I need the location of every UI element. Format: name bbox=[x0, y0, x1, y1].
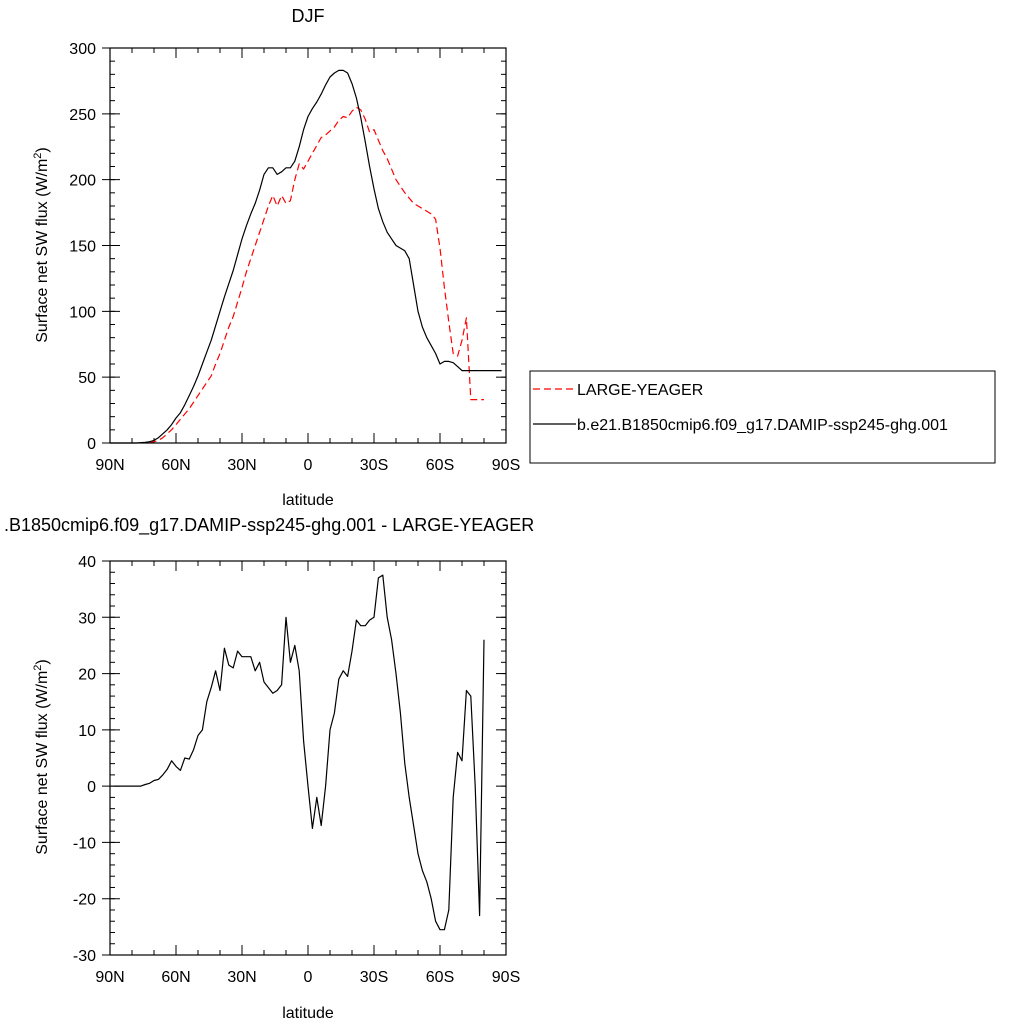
top-series-line-2 bbox=[110, 69, 502, 444]
top-y-tick-label: 250 bbox=[69, 107, 96, 124]
bottom-chart-title: .B1850cmip6.f09_g17.DAMIP-ssp245-ghg.001… bbox=[4, 515, 534, 536]
top-chart-ylabel: Surface net SW flux (W/m2) bbox=[32, 147, 51, 343]
legend-label-large-yeager: LARGE-YEAGER bbox=[577, 382, 703, 399]
bottom-y-tick-label: 20 bbox=[78, 667, 96, 684]
top-chart-title: DJF bbox=[292, 6, 325, 26]
bottom-y-tick-label: -10 bbox=[73, 835, 96, 852]
bottom-x-tick-label: 90S bbox=[492, 969, 520, 986]
top-x-tick-label: 30N bbox=[227, 457, 256, 474]
top-y-tick-label: 150 bbox=[69, 239, 96, 256]
legend-label-damip: b.e21.B1850cmip6.f09_g17.DAMIP-ssp245-gh… bbox=[577, 417, 948, 434]
top-x-tick-label: 60S bbox=[426, 457, 454, 474]
bottom-chart-ylabel: Surface net SW flux (W/m2) bbox=[32, 659, 51, 855]
bottom-y-tick-label: -20 bbox=[73, 892, 96, 909]
bottom-x-tick-label: 60S bbox=[426, 969, 454, 986]
bottom-y-tick-label: 10 bbox=[78, 723, 96, 740]
bottom-chart-xlabel: latitude bbox=[282, 1005, 334, 1022]
bottom-plot-frame bbox=[109, 560, 507, 956]
bottom-x-tick-label: 0 bbox=[304, 969, 313, 986]
bottom-chart-panel: .B1850cmip6.f09_g17.DAMIP-ssp245-ghg.001… bbox=[4, 515, 534, 1022]
top-y-tick-label: 300 bbox=[69, 41, 96, 58]
top-x-tick-label: 30S bbox=[360, 457, 388, 474]
bottom-x-tick-label: 30S bbox=[360, 969, 388, 986]
top-x-tick-label: 0 bbox=[304, 457, 313, 474]
top-x-tick-label: 90N bbox=[95, 457, 124, 474]
bottom-x-tick-label: 30N bbox=[227, 969, 256, 986]
legend-box bbox=[529, 370, 996, 464]
bottom-series-line-1 bbox=[114, 574, 485, 931]
top-y-tick-label: 50 bbox=[78, 370, 96, 387]
top-chart-xlabel: latitude bbox=[282, 492, 334, 509]
bottom-x-tick-label: 60N bbox=[161, 969, 190, 986]
top-chart-panel: DJF 90N 60N 30N 0 30S 60S 90S 0 50 100 150 200 250 30… bbox=[32, 6, 520, 509]
top-x-tick-label: 60N bbox=[161, 457, 190, 474]
legend: LARGE-YEAGER b.e21.B1850cmip6.f09_g17.DA… bbox=[529, 370, 996, 464]
bottom-y-tick-label: 40 bbox=[78, 554, 96, 571]
bottom-y-tick-label: 30 bbox=[78, 610, 96, 627]
bottom-y-tick-label: 0 bbox=[87, 779, 96, 796]
top-series-line-1 bbox=[149, 106, 484, 444]
top-y-tick-label: 0 bbox=[87, 436, 96, 453]
top-y-tick-label: 100 bbox=[69, 304, 96, 321]
bottom-x-tick-label: 90N bbox=[95, 969, 124, 986]
bottom-y-tick-label: -30 bbox=[73, 948, 96, 965]
top-plot-frame bbox=[109, 47, 507, 444]
top-y-tick-label: 200 bbox=[69, 173, 96, 190]
top-x-tick-label: 90S bbox=[492, 457, 520, 474]
